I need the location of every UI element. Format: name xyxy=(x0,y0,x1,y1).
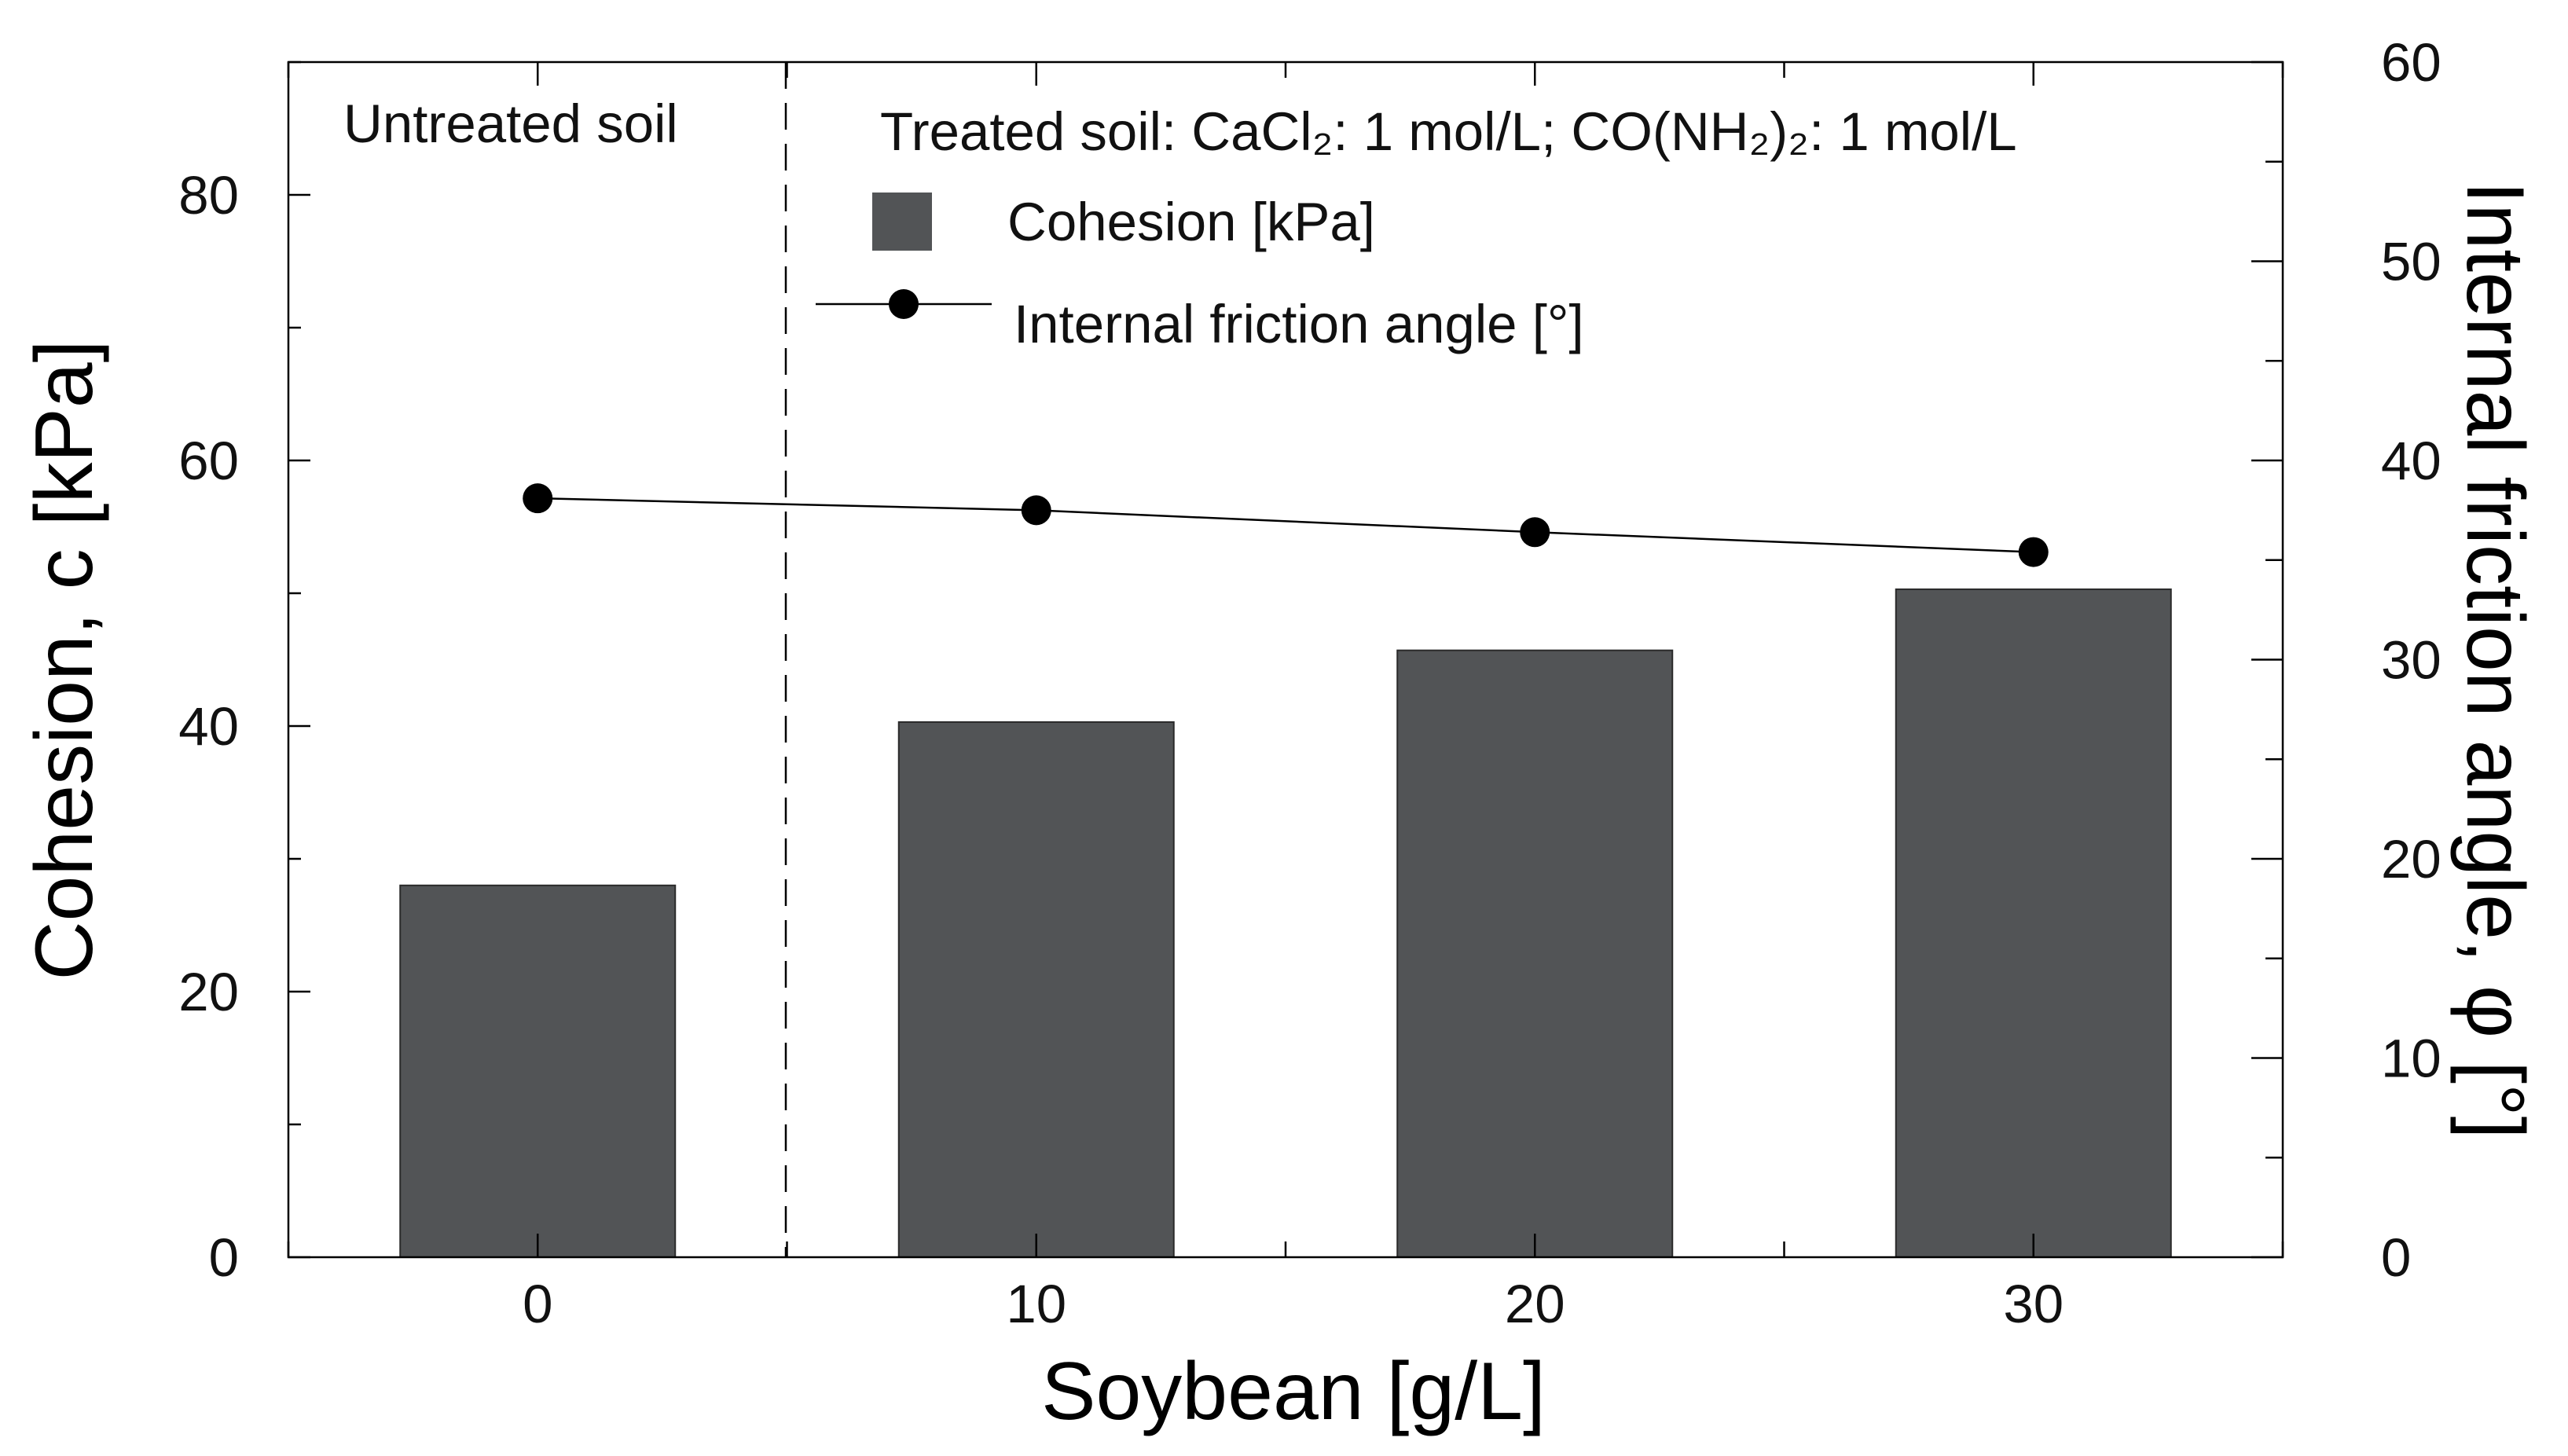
x-tick-label: 20 xyxy=(1505,1274,1565,1334)
friction-angle-point-10 xyxy=(1021,495,1051,526)
left-tick-label: 20 xyxy=(178,962,239,1022)
top-axis xyxy=(287,62,2284,86)
left-tick-label: 40 xyxy=(178,696,239,757)
legend-line-marker xyxy=(889,289,919,319)
right-tick-label: 40 xyxy=(2381,431,2441,491)
right-tick-label: 60 xyxy=(2381,32,2441,93)
x-axis: 0 10 20 30 xyxy=(287,1234,2284,1334)
right-tick-label: 20 xyxy=(2381,829,2441,889)
x-tick-label: 10 xyxy=(1006,1274,1066,1334)
legend-line-label: Internal friction angle [°] xyxy=(1014,294,1584,354)
right-tick-label: 0 xyxy=(2381,1227,2411,1288)
friction-angle-point-0 xyxy=(523,483,553,514)
left-tick-label: 0 xyxy=(209,1227,239,1288)
x-tick-label: 30 xyxy=(2003,1274,2064,1334)
right-axis: 0 10 20 30 40 50 60 xyxy=(2251,32,2441,1288)
legend-bar-label: Cohesion [kPa] xyxy=(1007,192,1375,252)
right-tick-label: 30 xyxy=(2381,630,2441,691)
legend: Cohesion [kPa] Internal friction angle [… xyxy=(816,192,1584,354)
x-tick-label: 0 xyxy=(523,1274,552,1334)
bar-10 xyxy=(897,721,1175,1258)
friction-angle-point-20 xyxy=(1520,517,1550,548)
bar-0 xyxy=(399,884,677,1259)
annotation-treated: Treated soil: CaCl₂: 1 mol/L; CO(NH₂)₂: … xyxy=(880,101,2017,162)
right-tick-label: 10 xyxy=(2381,1029,2441,1089)
legend-bar-swatch xyxy=(872,193,932,251)
left-axis: 0 20 40 60 80 xyxy=(178,61,310,1288)
left-tick-label: 80 xyxy=(178,165,239,226)
bar-20 xyxy=(1396,649,1674,1258)
left-tick-label: 60 xyxy=(178,431,239,491)
friction-angle-line xyxy=(537,497,2034,553)
line-series xyxy=(523,483,2049,567)
x-axis-title: Soybean [g/L] xyxy=(1041,1346,1546,1437)
friction-angle-point-30 xyxy=(2018,537,2049,567)
bar-30 xyxy=(1895,588,2172,1258)
y-right-axis-title: Internal friction angle, φ [°] xyxy=(2449,182,2540,1139)
annotation-untreated: Untreated soil xyxy=(343,94,678,154)
bars xyxy=(399,588,2172,1259)
y-left-axis-title: Cohesion, c [kPa] xyxy=(19,339,110,980)
right-tick-label: 50 xyxy=(2381,232,2441,292)
